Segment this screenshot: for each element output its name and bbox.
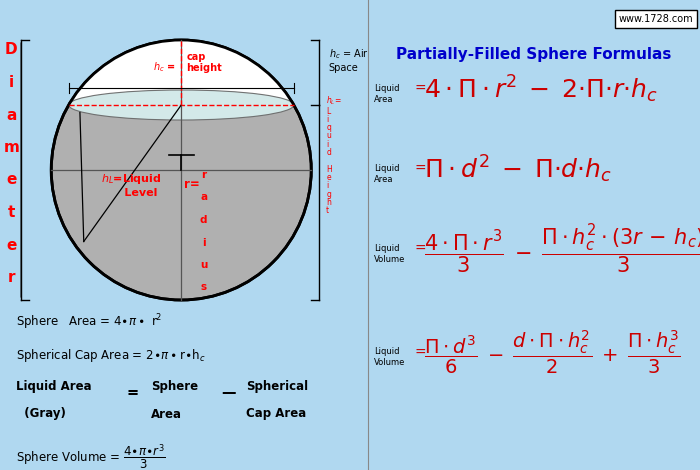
Text: m: m [4,140,19,155]
Text: Liquid
Area: Liquid Area [374,84,400,104]
Text: Sphere   Area = 4$\bullet\pi\bullet$ r$^{2}$: Sphere Area = 4$\bullet\pi\bullet$ r$^{2… [16,313,162,332]
Text: Liquid
Area: Liquid Area [374,164,400,184]
Text: $h_c$ =: $h_c$ = [153,61,176,74]
Ellipse shape [69,90,294,120]
Text: cap
height: cap height [186,52,222,73]
Text: $4 \cdot \Pi \cdot r^2 \;-\; 2{\cdot}\Pi{\cdot}r{\cdot}h_c$: $4 \cdot \Pi \cdot r^2 \;-\; 2{\cdot}\Pi… [424,74,657,105]
Text: r: r [8,270,15,285]
Polygon shape [69,40,294,105]
Text: e: e [6,172,16,188]
Text: a: a [200,193,207,203]
Text: Partially-Filled Sphere Formulas: Partially-Filled Sphere Formulas [396,47,671,62]
Text: d: d [200,215,207,225]
Text: a: a [6,108,16,123]
Text: e: e [6,237,16,252]
Circle shape [51,40,312,300]
Text: =: = [414,82,426,96]
Text: i: i [8,75,14,90]
Text: =: = [414,345,426,360]
Text: Spherical Cap Area = 2$\bullet\pi\bullet$r$\bullet$h$_c$: Spherical Cap Area = 2$\bullet\pi\bullet… [16,347,206,365]
Text: www.1728.com: www.1728.com [619,14,693,24]
Text: =: = [414,162,426,176]
Text: Liquid
Volume: Liquid Volume [374,347,405,367]
Text: Sphere Volume = $\dfrac{4{\bullet}\pi{\bullet}r^3}{3}$: Sphere Volume = $\dfrac{4{\bullet}\pi{\b… [16,442,166,470]
Text: =: = [126,385,139,400]
Text: $h_L$=
L
i
q
u
i
d
 
H
e
i
g
h
t: $h_L$= L i q u i d H e i g h t [326,95,342,215]
Text: t: t [8,205,15,220]
Text: s: s [201,282,206,292]
Text: Spherical: Spherical [246,380,309,393]
Text: r: r [201,170,206,180]
Text: r=: r= [183,179,199,191]
Text: Area: Area [151,407,182,421]
Text: (Gray): (Gray) [16,407,66,421]
Text: u: u [200,260,207,270]
Text: $h_c$ = Air
Space: $h_c$ = Air Space [329,47,369,73]
Text: $\dfrac{4 \cdot \Pi \cdot r^3}{3} \;-\; \dfrac{\Pi \cdot h_c^2 \cdot (3r \,-\, h: $\dfrac{4 \cdot \Pi \cdot r^3}{3} \;-\; … [424,222,700,276]
Text: =: = [414,242,426,256]
Text: —: — [221,385,236,400]
Text: i: i [202,237,206,248]
Text: D: D [5,42,18,57]
Text: Sphere: Sphere [151,380,198,393]
Text: Liquid
Volume: Liquid Volume [374,244,405,264]
Text: $h_L$=Liquid
     Level: $h_L$=Liquid Level [101,172,162,198]
Text: Liquid Area: Liquid Area [16,380,92,393]
Text: $\Pi \cdot d^2 \;-\; \Pi{\cdot}d{\cdot}h_c$: $\Pi \cdot d^2 \;-\; \Pi{\cdot}d{\cdot}h… [424,154,612,185]
Text: Cap Area: Cap Area [246,407,307,421]
Text: $\dfrac{\Pi \cdot d^3}{6} \;-\; \dfrac{d \cdot \Pi \cdot h_c^2}{2} \;+\; \dfrac{: $\dfrac{\Pi \cdot d^3}{6} \;-\; \dfrac{d… [424,329,680,376]
